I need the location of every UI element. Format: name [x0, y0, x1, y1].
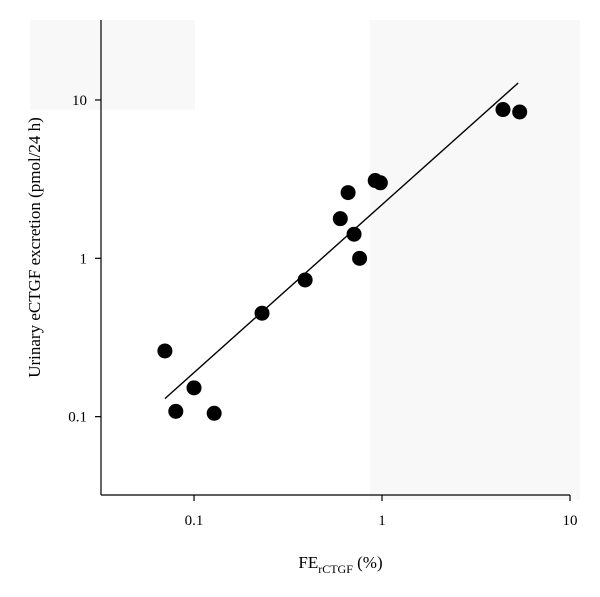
x-tick-label: 0.1: [185, 513, 204, 529]
points-group: [157, 102, 528, 421]
x-axis-title-subscript: rCTGF: [318, 562, 353, 576]
data-point: [512, 104, 528, 120]
y-tick-label: 10: [72, 93, 87, 109]
y-tick-label: 1: [80, 251, 88, 267]
data-point: [332, 211, 348, 227]
regression-line: [164, 82, 519, 400]
fit-line-group: [164, 82, 519, 400]
data-point: [340, 185, 356, 201]
data-point: [346, 226, 362, 242]
x-axis-title: FErCTGF (%): [298, 553, 382, 576]
data-point: [168, 403, 184, 419]
labels-group: 0.1 1 10 0.1 1 10 Urinary eCTGF excretion (pmo…: [25, 93, 578, 576]
data-point: [254, 305, 270, 321]
x-tick-label: 10: [563, 513, 578, 529]
background-panel-left: [30, 20, 195, 110]
background-panel-right: [370, 20, 580, 500]
x-axis-title-unit: (%): [353, 553, 383, 572]
data-point: [352, 250, 368, 266]
data-point: [157, 343, 173, 359]
data-point: [186, 380, 202, 396]
y-tick-label: 0.1: [68, 410, 87, 426]
axes: [95, 20, 571, 501]
data-point: [495, 102, 511, 118]
data-point: [372, 175, 388, 191]
data-point: [297, 272, 313, 288]
y-axis-title: Urinary eCTGF excretion (pmol/24 h): [25, 117, 44, 378]
x-tick-label: 1: [378, 513, 386, 529]
x-axis-title-main: FE: [298, 553, 318, 572]
data-point: [206, 405, 222, 421]
